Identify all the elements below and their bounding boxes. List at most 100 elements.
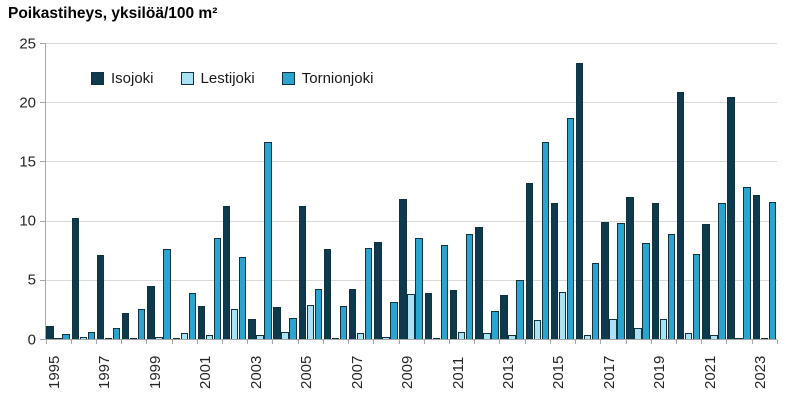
bar-lestijoki-2007 [357,333,365,339]
x-axis-tick [222,340,224,344]
x-tick-label-2021: 2021 [701,355,719,389]
y-axis-tick [39,279,45,281]
x-axis-tick [751,340,753,344]
bar-tornionjoki-2022 [743,187,751,339]
legend-item-lestijoki: Lestijoki [180,70,255,87]
legend-item-isojoki: Isojoki [91,70,154,87]
bar-isojoki-2018 [626,196,634,339]
x-axis-tick [297,340,299,344]
bar-tornionjoki-2018 [642,243,650,339]
bar-tornionjoki-2002 [238,257,247,339]
x-tick-label-2019: 2019 [651,355,669,389]
x-axis-tick [247,340,249,344]
bar-tornionjoki-1999 [163,249,171,339]
x-axis-tick [600,340,602,344]
bar-isojoki-1996 [71,218,79,339]
x-axis-tick [146,340,148,344]
y-tick-label-10: 10 [19,212,36,230]
x-axis-tick [575,340,577,344]
x-tick-label-2015: 2015 [550,355,568,389]
bar-tornionjoki-2003 [264,142,272,339]
bar-isojoki-2015 [550,202,559,339]
bar-tornionjoki-2017 [617,222,625,339]
y-tick-label-15: 15 [19,153,36,171]
bar-tornionjoki-2008 [390,302,398,339]
bar-tornionjoki-2011 [465,233,474,339]
bar-isojoki-2006 [323,249,332,339]
bar-lestijoki-2022 [735,337,743,339]
x-tick-label-1995: 1995 [46,355,63,389]
x-axis-tick [625,340,627,344]
x-axis-tick [121,340,123,344]
bar-lestijoki-2003 [256,335,264,339]
x-tick-label-2007: 2007 [348,355,366,389]
bar-isojoki-2021 [702,224,710,339]
bar-lestijoki-1995 [54,337,62,339]
y-axis-tick [39,220,45,222]
x-tick-label-2011: 2011 [449,356,467,389]
bar-lestijoki-2002 [230,309,239,339]
x-axis-tick [499,340,501,344]
x-tick-label-2013: 2013 [499,355,517,389]
bar-tornionjoki-2007 [365,247,373,339]
bar-isojoki-2011 [449,290,458,339]
bar-lestijoki-2014 [533,320,541,339]
x-axis-tick [676,340,677,344]
bar-lestijoki-2001 [205,335,214,339]
legend-label: Isojoki [111,70,154,87]
x-tick-label-2003: 2003 [247,355,265,389]
x-axis-tick [776,340,778,344]
bar-isojoki-2009 [399,199,407,339]
bar-lestijoki-1996 [79,336,87,339]
bar-lestijoki-2015 [558,291,567,339]
bar-tornionjoki-2004 [289,317,297,339]
x-axis-tick [726,340,728,344]
bar-tornionjoki-2016 [592,263,600,339]
bar-tornionjoki-2009 [415,238,423,339]
legend-label: Lestijoki [200,70,255,87]
bar-isojoki-2017 [601,221,609,339]
bar-lestijoki-2023 [760,337,768,339]
bar-tornionjoki-2005 [314,289,322,339]
bar-tornionjoki-2001 [213,238,222,339]
gridline-y15 [45,161,777,163]
bar-lestijoki-2006 [331,337,340,339]
legend-label: Tornionjoki [301,70,374,87]
bar-tornionjoki-2012 [491,310,499,339]
legend-swatch-tornionjoki [281,72,295,85]
gridline-y10 [45,220,777,222]
x-axis-tick [348,340,350,344]
bar-isojoki-1995 [46,325,54,339]
bar-tornionjoki-1995 [62,334,70,339]
bar-isojoki-2005 [298,206,306,339]
bar-lestijoki-2012 [483,333,491,339]
bar-lestijoki-1998 [130,337,138,339]
x-axis-tick [549,340,551,344]
bar-isojoki-2020 [676,91,685,339]
y-tick-label-5: 5 [27,271,36,289]
bar-isojoki-1998 [122,312,130,339]
x-tick-label-2017: 2017 [600,355,618,389]
bar-tornionjoki-2021 [718,202,726,339]
bar-lestijoki-2020 [684,333,693,339]
bar-lestijoki-2019 [659,318,668,339]
chart-title: Poikastiheys, yksilöä/100 m² [8,5,218,22]
bar-lestijoki-1999 [155,336,163,339]
x-axis-tick [701,340,703,344]
gridline-y20 [45,102,777,104]
x-axis-tick [70,340,72,344]
legend: Isojoki Lestijoki Tornionjoki [91,70,373,87]
bar-tornionjoki-2006 [339,305,348,339]
bar-lestijoki-1997 [104,337,113,339]
bar-isojoki-2000 [172,337,180,339]
bar-tornionjoki-1997 [112,328,121,339]
gridline-y25 [45,43,777,44]
bar-isojoki-2007 [349,289,357,339]
bar-isojoki-2002 [222,206,231,339]
bar-lestijoki-2010 [432,337,441,339]
x-axis-tick [650,340,652,344]
legend-item-tornionjoki: Tornionjoki [281,70,374,87]
bar-isojoki-1997 [96,254,105,339]
x-axis-tick [423,340,425,344]
